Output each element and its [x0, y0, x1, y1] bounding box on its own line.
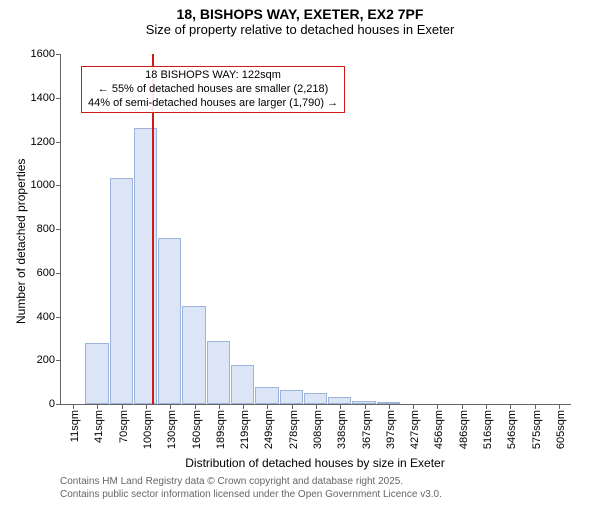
- x-tick-mark: [413, 404, 414, 409]
- x-tick-mark: [510, 404, 511, 409]
- x-tick-label: 41sqm: [93, 410, 105, 443]
- x-tick-label: 308sqm: [312, 410, 324, 449]
- annotation-line1: 18 BISHOPS WAY: 122sqm: [88, 69, 338, 83]
- x-tick-label: 249sqm: [263, 410, 275, 449]
- x-tick-label: 130sqm: [166, 410, 178, 449]
- x-tick-label: 397sqm: [385, 410, 397, 449]
- x-tick-label: 605sqm: [555, 410, 567, 449]
- y-tick-label: 600: [37, 267, 61, 279]
- histogram-bar: [255, 387, 278, 405]
- x-tick-label: 338sqm: [336, 410, 348, 449]
- y-tick-label: 200: [37, 354, 61, 366]
- chart-title-line2: Size of property relative to detached ho…: [0, 22, 600, 37]
- y-axis-label: Number of detached properties: [14, 159, 28, 324]
- x-tick-label: 100sqm: [142, 410, 154, 449]
- x-tick-mark: [316, 404, 317, 409]
- x-tick-mark: [122, 404, 123, 409]
- annotation-line3: 44% of semi-detached houses are larger (…: [88, 97, 338, 111]
- x-tick-mark: [486, 404, 487, 409]
- x-tick-label: 575sqm: [531, 410, 543, 449]
- x-axis-label: Distribution of detached houses by size …: [60, 456, 570, 470]
- x-tick-mark: [267, 404, 268, 409]
- x-tick-mark: [243, 404, 244, 409]
- footer-attribution: Contains HM Land Registry data © Crown c…: [60, 476, 442, 501]
- annotation-box: 18 BISHOPS WAY: 122sqm← 55% of detached …: [81, 66, 345, 113]
- x-tick-mark: [170, 404, 171, 409]
- y-tick-label: 1600: [31, 48, 61, 60]
- x-tick-label: 160sqm: [191, 410, 203, 449]
- chart-plot-area: 0200400600800100012001400160011sqm41sqm7…: [60, 54, 571, 405]
- x-tick-mark: [437, 404, 438, 409]
- x-tick-mark: [462, 404, 463, 409]
- chart-title-line1: 18, BISHOPS WAY, EXETER, EX2 7PF: [0, 6, 600, 22]
- x-tick-mark: [219, 404, 220, 409]
- histogram-bar: [280, 390, 303, 404]
- y-tick-label: 0: [49, 398, 61, 410]
- histogram-bar: [182, 306, 205, 404]
- histogram-bar: [231, 365, 254, 404]
- y-tick-label: 1200: [31, 136, 61, 148]
- x-tick-label: 516sqm: [482, 410, 494, 449]
- histogram-bar: [207, 341, 230, 404]
- x-tick-label: 546sqm: [506, 410, 518, 449]
- x-tick-mark: [559, 404, 560, 409]
- x-tick-label: 486sqm: [458, 410, 470, 449]
- x-tick-mark: [97, 404, 98, 409]
- x-tick-label: 11sqm: [69, 410, 81, 442]
- x-tick-label: 456sqm: [433, 410, 445, 449]
- histogram-bar: [304, 393, 327, 404]
- y-tick-label: 1000: [31, 179, 61, 191]
- x-tick-mark: [73, 404, 74, 409]
- y-tick-label: 400: [37, 311, 61, 323]
- annotation-line2: ← 55% of detached houses are smaller (2,…: [88, 83, 338, 97]
- x-tick-label: 427sqm: [409, 410, 421, 449]
- x-tick-mark: [365, 404, 366, 409]
- x-tick-mark: [389, 404, 390, 409]
- histogram-bar: [85, 343, 108, 404]
- x-tick-mark: [146, 404, 147, 409]
- x-tick-mark: [195, 404, 196, 409]
- footer-line1: Contains HM Land Registry data © Crown c…: [60, 476, 442, 489]
- x-tick-mark: [292, 404, 293, 409]
- x-tick-label: 189sqm: [215, 410, 227, 449]
- x-tick-mark: [535, 404, 536, 409]
- histogram-bar: [110, 178, 133, 404]
- x-tick-label: 219sqm: [239, 410, 251, 449]
- histogram-bar: [158, 238, 181, 404]
- y-tick-label: 800: [37, 223, 61, 235]
- footer-line2: Contains public sector information licen…: [60, 489, 442, 502]
- x-tick-label: 278sqm: [288, 410, 300, 449]
- x-tick-label: 367sqm: [361, 410, 373, 449]
- y-tick-label: 1400: [31, 92, 61, 104]
- x-tick-label: 70sqm: [118, 410, 130, 443]
- x-tick-mark: [340, 404, 341, 409]
